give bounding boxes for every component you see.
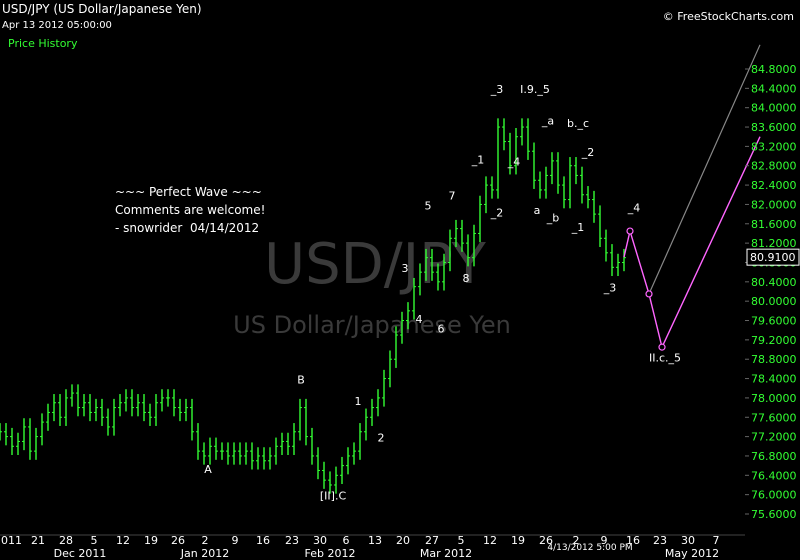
- last-price-label: 80.9100: [750, 251, 796, 264]
- wave-label: I.9._5: [520, 83, 550, 96]
- x-tick-label: 9: [601, 534, 608, 547]
- y-tick-label: 76.4000: [751, 469, 797, 482]
- wave-label: 1: [355, 395, 362, 408]
- y-tick-label: 81.6000: [751, 218, 797, 231]
- wave-label: _2: [490, 207, 504, 220]
- wave-label: _b: [546, 211, 560, 224]
- y-tick-label: 79.2000: [751, 334, 797, 347]
- wave-label: 6: [438, 323, 445, 336]
- x-tick-label: 28: [59, 534, 73, 547]
- x-tick-label: 19: [511, 534, 525, 547]
- x-tick-label: 23: [653, 534, 667, 547]
- projection-point[interactable]: [626, 227, 634, 235]
- wave-label: a: [534, 204, 541, 217]
- x-tick-label: 2011: [0, 534, 22, 547]
- wave-label: _3: [490, 83, 504, 96]
- timestamp: Apr 13 2012 05:00:00: [2, 20, 112, 31]
- x-tick-label: 30: [681, 534, 695, 547]
- wave-label: 2: [378, 431, 385, 444]
- x-tick-label: 2: [202, 534, 209, 547]
- y-tick-label: 82.8000: [751, 160, 797, 173]
- y-tick-label: 75.6000: [751, 508, 797, 521]
- y-tick-label: 83.6000: [751, 121, 797, 134]
- wave-label: b._c: [567, 117, 589, 130]
- y-tick-label: 84.4000: [751, 82, 797, 95]
- x-tick-label: 20: [396, 534, 410, 547]
- y-tick-label: 76.0000: [751, 489, 797, 502]
- wave-label: 7: [449, 190, 456, 203]
- projection-point[interactable]: [645, 290, 653, 298]
- x-tick-label: 12: [116, 534, 130, 547]
- panel-label[interactable]: Price History: [8, 37, 78, 50]
- watermark-symbol: USD/JPY: [264, 232, 487, 297]
- y-tick-label: 81.2000: [751, 237, 797, 250]
- x-tick-label: 26: [539, 534, 553, 547]
- comment-line: - snowrider 04/14/2012: [115, 221, 260, 235]
- y-tick-label: 80.4000: [751, 276, 797, 289]
- x-tick-label: 27: [425, 534, 439, 547]
- x-tick-label: 7: [713, 534, 720, 547]
- comment-line: ~~~ Perfect Wave ~~~: [115, 185, 262, 199]
- wave-label: _1: [471, 153, 485, 166]
- projection-main-line: [623, 136, 761, 350]
- chart-title: USD/JPY (US Dollar/Japanese Yen): [2, 2, 202, 16]
- y-tick-label: 80.0000: [751, 295, 797, 308]
- cursor-date-label: 4/13/2012 5:00 PM: [547, 543, 632, 553]
- x-tick-label: 30: [313, 534, 327, 547]
- y-tick-label: 84.8000: [751, 63, 797, 76]
- x-tick-label: 2: [573, 534, 580, 547]
- wave-label: 8: [463, 272, 470, 285]
- y-tick-label: 82.0000: [751, 198, 797, 211]
- y-tick-label: 78.8000: [751, 353, 797, 366]
- y-tick-label: 77.2000: [751, 431, 797, 444]
- x-month-label: May 2012: [665, 547, 719, 560]
- x-tick-label: 6: [343, 534, 350, 547]
- x-tick-label: 5: [91, 534, 98, 547]
- y-tick-label: 78.0000: [751, 392, 797, 405]
- wave-label: _4: [507, 156, 521, 169]
- projection-alt-line: [648, 44, 761, 295]
- wave-label: [II].C: [320, 489, 347, 502]
- wave-label: B: [297, 373, 305, 386]
- comment-line: Comments are welcome!: [115, 203, 266, 217]
- wave-label: 5: [425, 199, 432, 212]
- last-price-box: [746, 248, 800, 266]
- x-tick-label: 21: [31, 534, 45, 547]
- x-tick-label: 5: [458, 534, 465, 547]
- wave-label: _2: [581, 146, 595, 159]
- y-tick-label: 76.8000: [751, 450, 797, 463]
- wave-label: A: [204, 463, 212, 476]
- wave-label: II.c._5: [649, 352, 681, 365]
- y-tick-label: 78.4000: [751, 373, 797, 386]
- x-tick-label: 23: [285, 534, 299, 547]
- y-tick-label: 84.0000: [751, 102, 797, 115]
- wave-label: _1: [571, 221, 585, 234]
- x-tick-label: 16: [256, 534, 270, 547]
- watermark-name: US Dollar/Japanese Yen: [233, 311, 511, 339]
- wave-label: 4: [416, 313, 423, 326]
- x-tick-label: 9: [232, 534, 239, 547]
- copyright-link[interactable]: © FreeStockCharts.com: [662, 10, 794, 23]
- wave-label: _4: [627, 202, 641, 215]
- y-tick-label: 82.4000: [751, 179, 797, 192]
- x-tick-label: 19: [144, 534, 158, 547]
- projection-point[interactable]: [658, 343, 666, 351]
- x-tick-label: 13: [368, 534, 382, 547]
- x-month-label: Mar 2012: [420, 547, 472, 560]
- y-tick-label: 79.6000: [751, 315, 797, 328]
- wave-label: _3: [603, 282, 617, 295]
- x-tick-label: 16: [626, 534, 640, 547]
- x-month-label: Jan 2012: [180, 547, 229, 560]
- x-month-label: Dec 2011: [54, 547, 107, 560]
- y-tick-label: 77.6000: [751, 411, 797, 424]
- y-tick-label: 83.2000: [751, 140, 797, 153]
- wave-label: _a: [541, 115, 554, 128]
- x-month-label: Feb 2012: [305, 547, 356, 560]
- x-tick-label: 26: [171, 534, 185, 547]
- wave-label: 3: [402, 262, 409, 275]
- x-tick-label: 12: [483, 534, 497, 547]
